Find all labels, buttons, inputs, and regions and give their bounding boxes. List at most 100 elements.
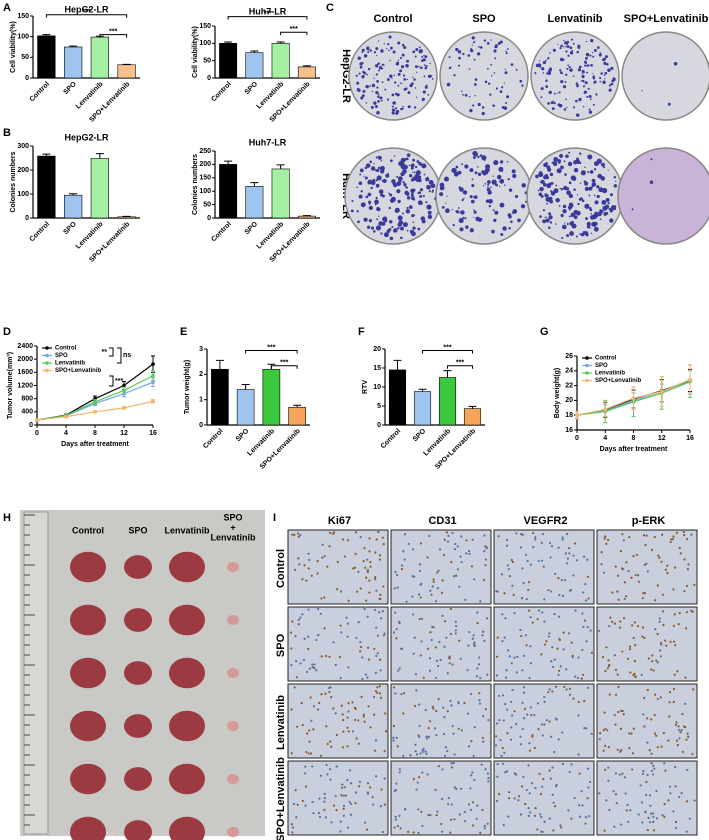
data-point: [659, 389, 664, 394]
nucleus: [323, 627, 326, 630]
nucleus: [507, 815, 510, 818]
nucleus: [355, 636, 358, 640]
colony: [506, 95, 510, 99]
y-tick-label: 50: [203, 58, 211, 65]
nucleus: [672, 624, 675, 627]
nucleus: [632, 727, 635, 730]
nucleus: [294, 568, 297, 571]
nucleus: [380, 617, 383, 620]
colony: [507, 178, 510, 181]
nucleus: [607, 766, 610, 769]
nucleus: [633, 660, 636, 663]
nucleus: [346, 716, 349, 719]
nucleus: [683, 558, 686, 561]
nucleus: [295, 676, 298, 679]
error-bar: [224, 41, 233, 44]
colony: [566, 45, 570, 49]
nucleus: [329, 740, 332, 743]
colony: [588, 94, 592, 99]
colony: [467, 54, 471, 57]
nucleus: [448, 655, 451, 658]
nucleus: [565, 688, 568, 691]
error-bar: [293, 404, 302, 408]
nucleus: [384, 712, 387, 715]
colony: [364, 176, 368, 180]
nucleus: [598, 738, 601, 741]
nucleus: [683, 725, 686, 728]
nucleus: [376, 634, 379, 637]
colony: [469, 168, 474, 173]
nucleus: [534, 536, 537, 539]
nucleus: [641, 635, 644, 638]
colony: [586, 71, 588, 74]
tumor: [124, 714, 152, 738]
nucleus: [407, 830, 410, 834]
colony: [378, 221, 383, 226]
colony: [418, 65, 420, 68]
nucleus: [645, 562, 648, 565]
nucleus: [676, 670, 679, 673]
colony: [460, 210, 464, 214]
nucleus: [650, 812, 653, 815]
nucleus: [678, 611, 681, 615]
nucleus: [691, 752, 694, 756]
nucleus: [375, 626, 378, 629]
y-tick-label: 26: [565, 353, 573, 360]
nucleus: [397, 669, 400, 672]
colony: [569, 68, 573, 72]
nucleus: [468, 630, 471, 634]
nucleus: [520, 634, 523, 638]
nucleus: [555, 685, 558, 688]
colony: [490, 63, 493, 66]
nucleus: [330, 696, 333, 699]
nucleus: [450, 766, 454, 769]
nucleus: [552, 801, 555, 804]
colony: [405, 157, 409, 161]
colony: [367, 192, 372, 197]
nucleus: [614, 723, 617, 726]
colony: [608, 84, 612, 87]
colony: [604, 78, 606, 80]
nucleus: [504, 676, 508, 679]
nucleus: [412, 613, 415, 616]
nucleus: [562, 631, 565, 634]
colony: [553, 101, 556, 105]
nucleus: [324, 692, 327, 695]
nucleus: [618, 626, 622, 629]
bar: [117, 64, 136, 79]
nucleus: [428, 720, 432, 723]
y-tick-label: 0: [377, 422, 381, 429]
colony: [491, 229, 495, 234]
nucleus: [673, 566, 677, 569]
colony: [572, 106, 576, 109]
colony: [389, 74, 393, 78]
nucleus: [424, 750, 427, 753]
colony: [557, 159, 562, 163]
colony: [476, 52, 481, 56]
nucleus: [486, 822, 489, 825]
nucleus: [438, 640, 441, 644]
nucleus: [366, 676, 369, 679]
nucleus: [625, 809, 628, 812]
nucleus: [292, 802, 296, 806]
colony: [514, 194, 519, 199]
panel-label: C: [326, 2, 334, 14]
nucleus: [341, 538, 345, 541]
nucleus: [383, 777, 386, 780]
nucleus: [548, 541, 552, 545]
nucleus: [313, 663, 316, 666]
nucleus: [678, 795, 681, 799]
nucleus: [662, 731, 665, 735]
nucleus: [437, 569, 440, 572]
nucleus: [400, 647, 403, 650]
y-tick-label: 18: [565, 412, 573, 419]
colony: [609, 193, 614, 197]
colony: [567, 54, 570, 57]
colony: [414, 55, 417, 58]
colony: [469, 228, 474, 233]
colony: [421, 97, 425, 101]
nucleus: [366, 558, 369, 561]
nucleus: [616, 574, 620, 577]
nucleus: [529, 811, 532, 814]
colony: [599, 76, 602, 80]
